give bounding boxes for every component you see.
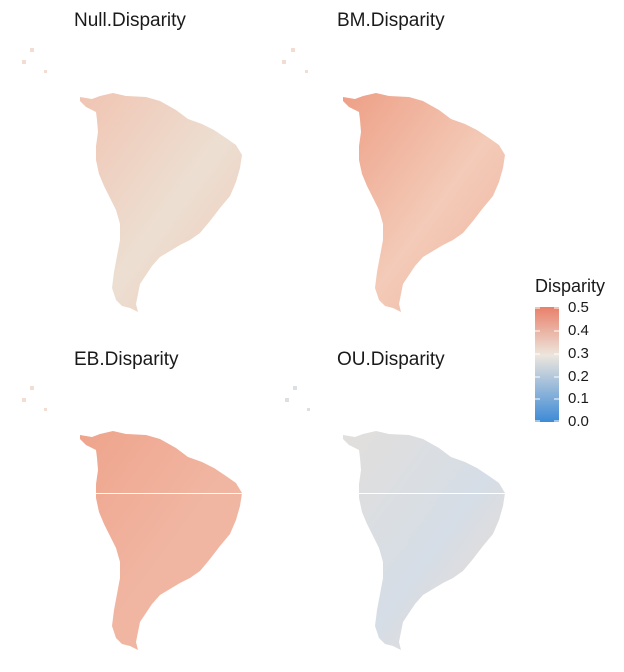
legend-colorbar <box>535 307 559 422</box>
panel-title-ou: OU.Disparity <box>337 349 445 370</box>
panel-title-null: Null.Disparity <box>74 10 186 31</box>
panel-title-bm: BM.Disparity <box>337 10 445 31</box>
legend-tick-0-3: 0.3 <box>568 345 589 362</box>
legend-tick-marks <box>535 307 559 422</box>
legend-tick-0-1: 0.1 <box>568 390 589 407</box>
map-panel-eb <box>22 386 242 650</box>
legend-tick-0-5: 0.5 <box>568 299 589 316</box>
legend-title: Disparity <box>535 276 606 296</box>
map-panel-ou <box>285 386 505 650</box>
legend-tick-0-2: 0.2 <box>568 368 589 385</box>
map-panel-null <box>22 48 308 312</box>
legend-tick-0-0: 0.0 <box>568 413 589 430</box>
map-panel-bm <box>343 93 505 312</box>
panel-title-eb: EB.Disparity <box>74 349 179 370</box>
legend-tick-0-4: 0.4 <box>568 322 589 339</box>
